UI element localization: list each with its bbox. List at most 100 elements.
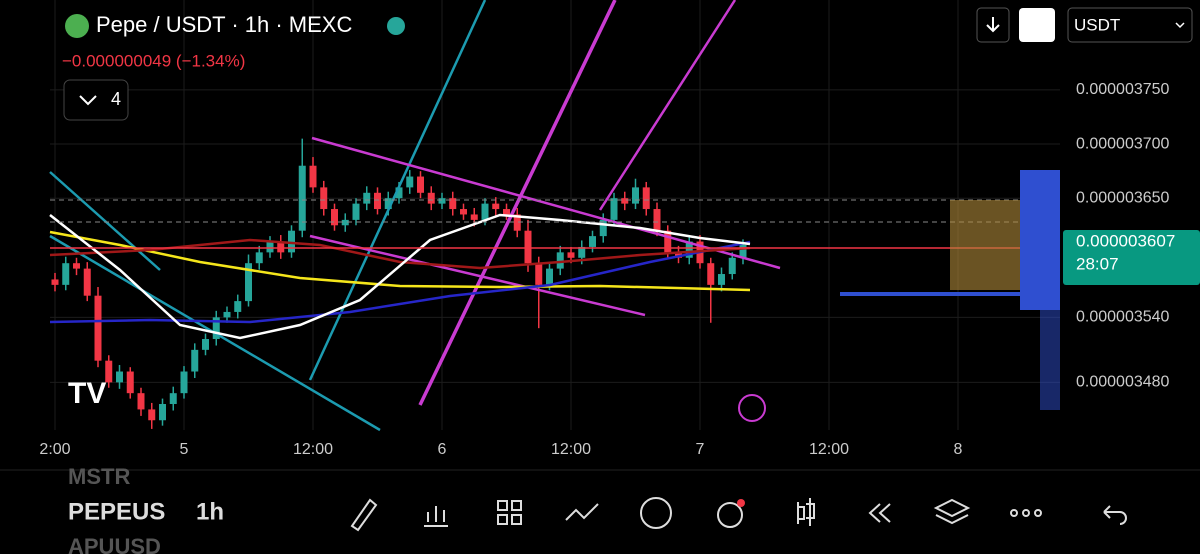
trendline (49, 171, 161, 271)
moving-average (49, 213, 751, 340)
layers-tool[interactable] (933, 498, 971, 525)
undo-tool[interactable] (1103, 505, 1127, 525)
alert-tool[interactable] (717, 502, 743, 528)
candle-body (234, 301, 242, 312)
compare-tool[interactable] (565, 503, 599, 521)
trendline (309, 234, 646, 317)
plot: 0.000003750 0.000003700 0.000003650 0.00000… (39, 0, 1170, 458)
last-price-tag (1063, 230, 1200, 285)
coin-icon (65, 14, 89, 38)
candle-body (427, 192, 435, 204)
x-tick-label: 12:00 (293, 441, 333, 458)
symbol-current[interactable]: PEPEUS (68, 498, 165, 525)
candle-body (395, 187, 403, 199)
more-tool[interactable] (1010, 509, 1018, 517)
candle-body (384, 198, 392, 210)
replay-tool[interactable] (868, 503, 891, 523)
y-tick-label: 0.000003540 (1076, 309, 1170, 326)
candle-body (126, 371, 134, 394)
fullscreen-button[interactable] (1019, 8, 1055, 42)
candle-body (352, 203, 360, 220)
candle-body (503, 209, 510, 215)
toolbar-icons (350, 497, 1127, 532)
candle-body (718, 274, 725, 285)
trendline (308, 0, 487, 381)
candle-body (728, 257, 736, 275)
x-tick-label: 6 (438, 441, 447, 458)
candle-body (223, 311, 231, 318)
add-tool[interactable] (640, 497, 672, 529)
candle-body (62, 263, 70, 285)
x-tick-label: 12:00 (809, 441, 849, 458)
profile (1020, 170, 1060, 310)
y-tick-label: 0.000003480 (1076, 374, 1170, 391)
candle-body (341, 219, 349, 226)
x-tick-label: 12:00 (551, 441, 591, 458)
candle-body (51, 279, 59, 285)
icon (986, 17, 1000, 33)
candle-body (535, 263, 543, 285)
status-dot (387, 17, 405, 35)
indicators-tool[interactable] (424, 506, 448, 527)
layout-tool[interactable] (497, 500, 522, 525)
y-tick-label: 0.000003700 (1076, 135, 1170, 152)
interval[interactable]: 1h (196, 498, 224, 525)
candle-body (578, 246, 586, 258)
candle-body (492, 203, 500, 210)
candle-body (621, 198, 629, 204)
candle-body (556, 252, 564, 269)
candle-body (309, 165, 317, 188)
symbol-next[interactable]: APUUSD (68, 534, 161, 554)
drawings (49, 0, 1060, 432)
candle-body (599, 219, 607, 237)
trendline (418, 0, 617, 406)
trendline (598, 0, 737, 211)
candle-body (320, 187, 328, 210)
more-tool (1034, 509, 1042, 517)
draw-tool[interactable] (350, 498, 378, 532)
x-tick-label: 2:00 (39, 441, 70, 458)
candle-body (116, 371, 123, 383)
x-tick-label: 7 (696, 441, 705, 458)
symbol-prev[interactable]: MSTR (68, 464, 130, 489)
candle-body (406, 176, 414, 188)
candle-body (288, 230, 295, 253)
candle-body (707, 263, 715, 285)
currency-select[interactable] (1067, 7, 1193, 43)
chart-type-tool[interactable] (797, 498, 815, 526)
candle-body (83, 268, 91, 296)
indicators-count: 4 (111, 89, 121, 109)
candle-body (417, 176, 424, 193)
candle-body (159, 404, 166, 421)
countdown: 28:07 (1076, 254, 1119, 273)
candle-body (180, 371, 188, 394)
y-tick-label: 0.000003650 (1076, 189, 1170, 206)
indicators-button[interactable] (63, 79, 129, 121)
candle-body (255, 252, 263, 264)
candle-body (212, 317, 220, 340)
candle-body (137, 393, 145, 410)
candle-body (94, 295, 102, 361)
alert-icon[interactable] (738, 394, 766, 422)
candle-body (374, 192, 381, 210)
candle-body (73, 263, 80, 269)
candle-body (470, 214, 478, 220)
candle-body (331, 209, 338, 226)
candle-body (739, 244, 747, 258)
candle-body (460, 209, 467, 215)
candle-body (653, 209, 661, 231)
candle-body (266, 241, 274, 253)
chevron (79, 95, 97, 106)
candle-body (632, 187, 639, 204)
candle-body (610, 198, 618, 220)
candle-body (148, 409, 156, 421)
candle-body (169, 393, 177, 405)
candle-body (277, 241, 285, 253)
chevron (1175, 22, 1185, 29)
candle-body (191, 349, 199, 372)
volume-profile (840, 170, 1060, 410)
symbol-title[interactable]: Pepe / USDT · 1h · MEXC (96, 12, 352, 37)
candle-body (524, 230, 532, 264)
candle-body (513, 214, 521, 231)
